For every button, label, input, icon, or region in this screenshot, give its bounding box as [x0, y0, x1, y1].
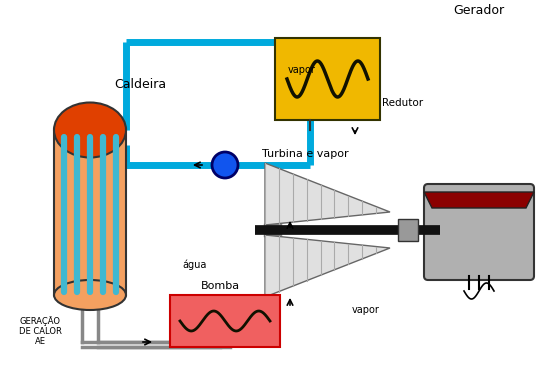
Text: Gerador: Gerador [453, 4, 504, 16]
Ellipse shape [54, 280, 126, 310]
Text: vapor: vapor [288, 65, 316, 75]
FancyBboxPatch shape [170, 295, 280, 347]
Polygon shape [54, 130, 126, 295]
Text: água: água [183, 260, 207, 270]
Text: GERAÇÃO
DE CALOR
AE: GERAÇÃO DE CALOR AE [18, 316, 62, 346]
Text: Turbina e vapor: Turbina e vapor [262, 149, 349, 159]
Polygon shape [265, 163, 390, 225]
Ellipse shape [54, 103, 126, 158]
Text: vapor: vapor [352, 305, 380, 315]
Text: Bomba: Bomba [200, 281, 240, 291]
Text: Caldeira: Caldeira [114, 78, 166, 92]
FancyBboxPatch shape [424, 184, 534, 280]
Ellipse shape [212, 152, 238, 178]
FancyBboxPatch shape [275, 38, 380, 120]
Polygon shape [424, 192, 534, 208]
FancyBboxPatch shape [398, 219, 418, 241]
Polygon shape [265, 235, 390, 297]
Text: Redutor: Redutor [382, 98, 423, 108]
